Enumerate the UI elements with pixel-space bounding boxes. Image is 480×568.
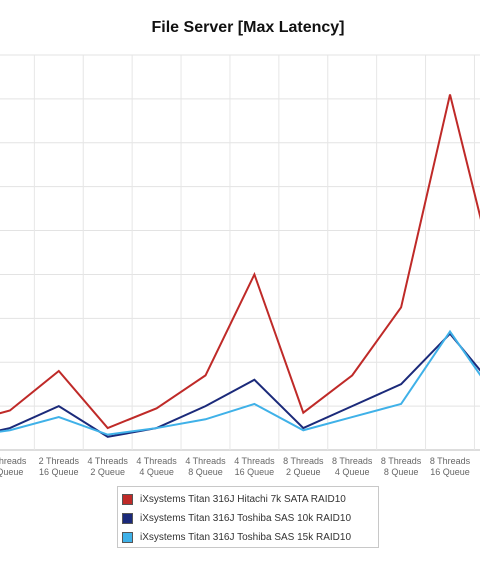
legend-item-2: iXsystems Titan 316J Toshiba SAS 10k RAI… (122, 509, 374, 528)
x-tick-label: 8 Queue (188, 467, 223, 477)
legend-swatch (122, 513, 133, 524)
x-tick-label: 4 Queue (335, 467, 370, 477)
chart-title: File Server [Max Latency] (151, 19, 345, 36)
chart-legend: iXsystems Titan 316J Hitachi 7k SATA RAI… (117, 486, 379, 548)
x-tick-label: 8 Threads (283, 456, 324, 466)
x-tick-label: 4 Threads (136, 456, 177, 466)
series-line-2 (0, 332, 480, 438)
x-tick-label: 16 Queue (235, 467, 275, 477)
x-tick-label: 16 Queue (39, 467, 79, 477)
legend-label: iXsystems Titan 316J Hitachi 7k SATA RAI… (140, 494, 346, 505)
legend-label: iXsystems Titan 316J Toshiba SAS 15k RAI… (140, 532, 352, 543)
x-tick-label: 4 Queue (139, 467, 174, 477)
x-tick-label: 16 Queue (430, 467, 470, 477)
legend-label: iXsystems Titan 316J Toshiba SAS 10k RAI… (140, 513, 352, 524)
x-tick-label: 4 Threads (88, 456, 129, 466)
legend-item-1: iXsystems Titan 316J Hitachi 7k SATA RAI… (122, 490, 374, 509)
x-tick-label: 2 Queue (286, 467, 321, 477)
legend-swatch (122, 494, 133, 505)
x-tick-label: 2 Queue (90, 467, 125, 477)
x-tick-label: Threads (0, 456, 27, 466)
x-tick-label: 8 Threads (430, 456, 471, 466)
x-tick-label: 4 Threads (234, 456, 275, 466)
x-tick-label: Queue (0, 467, 23, 477)
series-line-3 (0, 329, 480, 436)
series-line-1 (0, 94, 480, 430)
x-tick-label: 4 Threads (185, 456, 226, 466)
legend-item-3: iXsystems Titan 316J Toshiba SAS 15k RAI… (122, 528, 374, 547)
x-tick-label: 2 Threads (39, 456, 80, 466)
x-tick-label: 8 Threads (332, 456, 373, 466)
legend-swatch (122, 532, 133, 543)
x-tick-label: 8 Threads (381, 456, 422, 466)
x-tick-label: 8 Queue (384, 467, 419, 477)
